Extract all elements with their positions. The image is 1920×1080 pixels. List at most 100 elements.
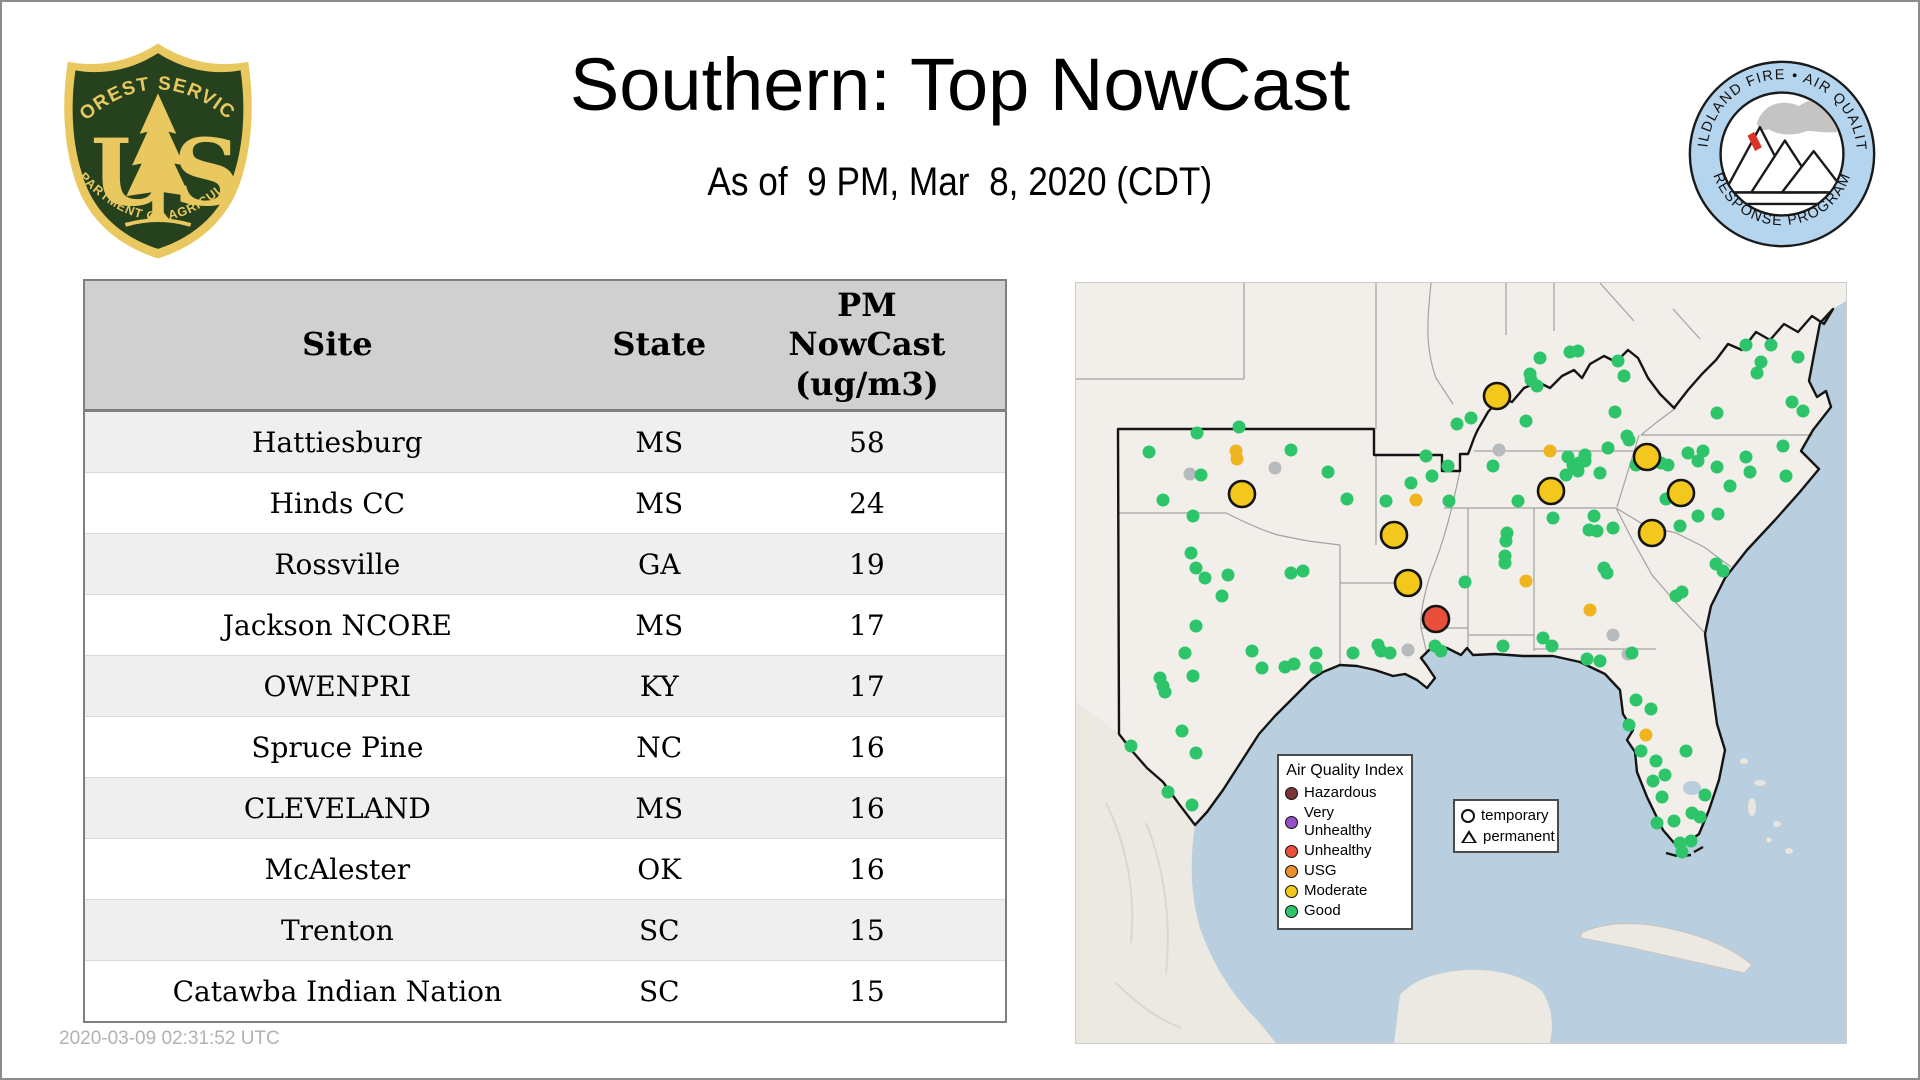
monitor-dot-good: [1667, 814, 1681, 828]
monitor-dot-good: [1346, 646, 1360, 660]
monitor-dot-nodata: [1492, 443, 1506, 457]
monitor-dot-good: [1309, 646, 1323, 660]
yucatan-land: [1394, 969, 1552, 1043]
monitor-dot-good: [1716, 564, 1730, 578]
monitor-dot-good: [1785, 395, 1799, 409]
monitor-dot-good: [1458, 575, 1472, 589]
monitor-dot-good: [1608, 405, 1622, 419]
monitor-dot-good: [1644, 702, 1658, 716]
monitor-dot-good: [1185, 798, 1199, 812]
col-header-site: Site: [84, 280, 590, 412]
aqi-swatch-icon: [1285, 844, 1298, 858]
aqi-swatch-icon: [1285, 815, 1298, 829]
cell-state: SC: [589, 899, 729, 961]
monitor-dot-good: [1245, 644, 1259, 658]
aqi-swatch-icon: [1285, 884, 1298, 898]
aqi-swatch-icon: [1285, 864, 1298, 878]
monitor-dot-good: [1486, 459, 1500, 473]
cell-state: MS: [589, 777, 729, 839]
top-site-marker-Spruce-Pine: [1632, 442, 1662, 472]
monitor-type-legend: temporary permanent: [1453, 799, 1559, 853]
monitor-dot-good: [1450, 417, 1464, 431]
monitor-dot-good: [1215, 589, 1229, 603]
permanent-monitor-icon: [1461, 830, 1477, 843]
monitor-dot-good: [1566, 458, 1580, 472]
cell-pm-value: 16: [728, 838, 1006, 900]
monitor-dot-good: [1284, 443, 1298, 457]
monitor-dot-good: [1606, 521, 1620, 535]
legend-row-temporary: temporary: [1461, 805, 1551, 826]
monitor-dot-good: [1650, 816, 1664, 830]
aqi-swatch-icon: [1285, 904, 1298, 918]
flame-icon: [1747, 131, 1762, 152]
monitor-dot-moderate: [1409, 493, 1423, 507]
col-header-state: State: [589, 280, 729, 412]
monitor-dot-good: [1655, 790, 1669, 804]
temporary-label: temporary: [1481, 806, 1549, 824]
aqi-legend-items: Hazardous Very Unhealthy Unhealthy USG Moder…: [1285, 784, 1405, 920]
cell-pm-value: 58: [728, 410, 1006, 473]
subtitle-text: As of 9 PM, Mar 8, 2020 (CDT): [707, 160, 1213, 204]
map-dots: [1124, 338, 1810, 859]
aqi-legend-label: Unhealthy: [1304, 842, 1372, 860]
monitor-dot-good: [1587, 509, 1601, 523]
nowcast-table: Site State PM NowCast (ug/m3) Hattiesbur…: [83, 279, 1007, 1023]
monitor-dot-good: [1425, 469, 1439, 483]
top-site-marker-Catawba: [1666, 478, 1696, 508]
monitor-dot-good: [1743, 465, 1757, 479]
monitor-dot-good: [1184, 546, 1198, 560]
monitor-dot-good: [1186, 669, 1200, 683]
cell-site: Jackson NCORE: [84, 594, 590, 656]
monitor-dot-good: [1601, 441, 1615, 455]
table-row: Hinds CC MS 24: [84, 472, 1006, 534]
monitor-dot-good: [1221, 568, 1235, 582]
monitor-dot-good: [1776, 439, 1790, 453]
monitor-dot-good: [1296, 564, 1310, 578]
monitor-dot-good: [1696, 444, 1710, 458]
aqi-legend-item: USG: [1285, 862, 1405, 880]
table-row: Hattiesburg MS 58: [84, 410, 1006, 473]
cell-pm-value: 15: [728, 960, 1006, 1022]
cell-state: NC: [589, 716, 729, 778]
monitor-dot-good: [1563, 345, 1577, 359]
table-row: OWENPRI KY 17: [84, 655, 1006, 717]
monitor-dot-good: [1189, 746, 1203, 760]
monitor-dot-good: [1441, 459, 1455, 473]
cell-pm-value: 19: [728, 533, 1006, 595]
monitor-dot-good: [1499, 534, 1513, 548]
monitor-dot-good: [1175, 724, 1189, 738]
cell-site: Hinds CC: [84, 472, 590, 534]
page-subtitle: As of 9 PM, Mar 8, 2020 (CDT): [2, 160, 1918, 205]
table-row: Jackson NCORE MS 17: [84, 594, 1006, 656]
monitor-dot-good: [1161, 785, 1175, 799]
cell-site: Rossville: [84, 533, 590, 595]
monitor-dot-good: [1498, 556, 1512, 570]
monitor-dot-good: [1142, 445, 1156, 459]
monitor-dot-good: [1189, 619, 1203, 633]
cell-state: MS: [589, 594, 729, 656]
chesapeake-bay: [1812, 325, 1828, 395]
mexico-land: [1076, 702, 1276, 1043]
monitor-dot-good: [1634, 744, 1648, 758]
table-row: McAlester OK 16: [84, 838, 1006, 900]
monitor-dot-moderate: [1230, 452, 1244, 466]
monitor-dot-good: [1379, 494, 1393, 508]
monitor-dot-good: [1232, 420, 1246, 434]
cell-site: OWENPRI: [84, 655, 590, 717]
top-site-marker-Jackson-Hinds: [1393, 568, 1423, 598]
bahamas-islands: [1740, 758, 1793, 854]
cell-pm-value: 15: [728, 899, 1006, 961]
generated-timestamp: 2020-03-09 02:31:52 UTC: [59, 1028, 280, 1049]
monitor-dot-good: [1559, 468, 1573, 482]
monitor-dot-good: [1691, 454, 1705, 468]
monitor-dot-good: [1178, 646, 1192, 660]
cell-pm-value: 17: [728, 655, 1006, 717]
monitor-dot-good: [1340, 492, 1354, 506]
monitor-dot-moderate: [1543, 444, 1557, 458]
map-canvas: [1076, 283, 1846, 1043]
monitor-dot-good: [1779, 469, 1793, 483]
cell-site: CLEVELAND: [84, 777, 590, 839]
table-row: Catawba Indian Nation SC 15: [84, 960, 1006, 1022]
monitor-dot-good: [1434, 644, 1448, 658]
monitor-dot-good: [1158, 685, 1172, 699]
